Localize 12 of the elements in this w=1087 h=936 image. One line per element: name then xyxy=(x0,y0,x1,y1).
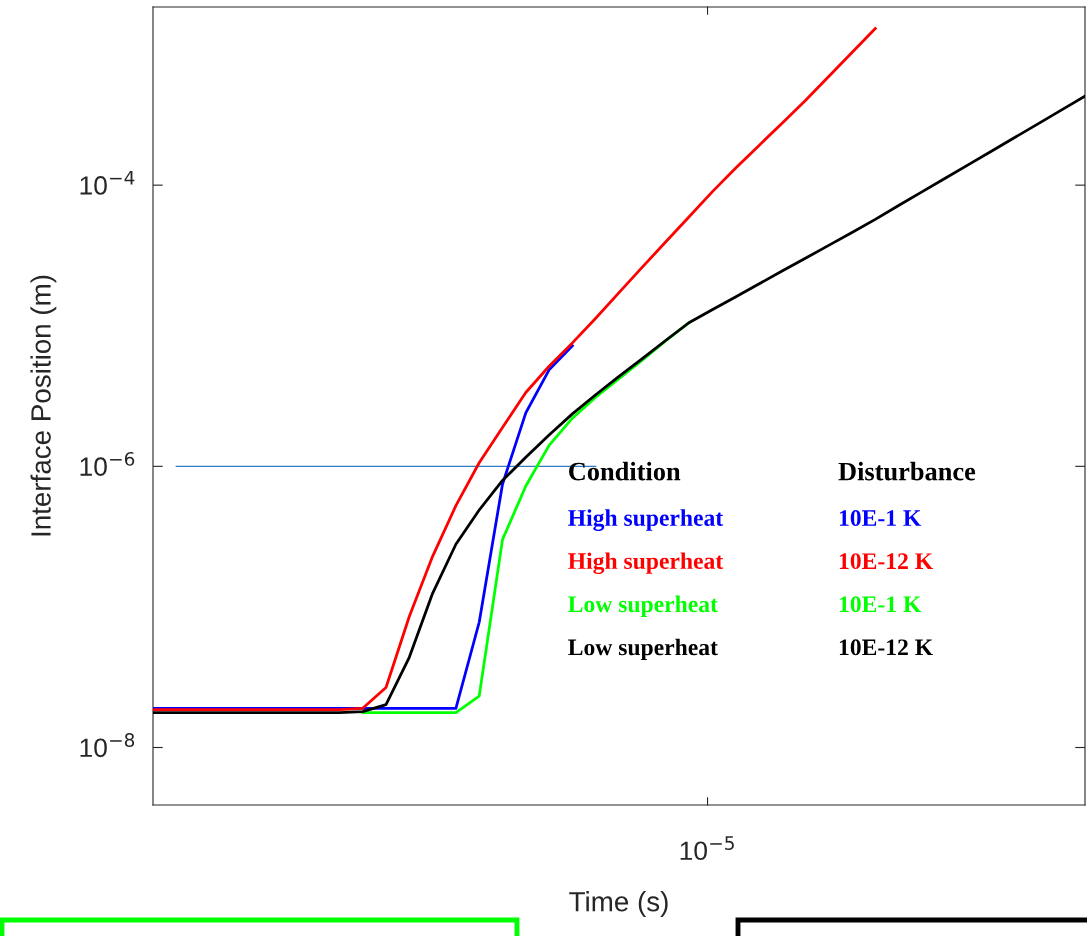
y-tick-label: 10$^{−4}$ xyxy=(80,170,135,195)
line-series xyxy=(153,94,1085,715)
x-axis-title: Time (s) xyxy=(569,891,668,917)
text: Low superheat 10E-1 K xyxy=(568,595,922,617)
y-tick-label: 10$^{−6}$ xyxy=(80,451,135,476)
text: High superheat 10E-12 K xyxy=(568,552,933,574)
y-axis-title: Interface Position (m) xyxy=(30,275,57,536)
text: High superheat 10E-1 K xyxy=(568,509,922,531)
text: 10$^{−5}$ xyxy=(680,836,734,861)
y-tick-label: 10$^{−8}$ xyxy=(80,733,135,758)
text: Condition Disturbance xyxy=(569,461,976,481)
text: Low superheat 10E-12 K xyxy=(568,638,933,661)
